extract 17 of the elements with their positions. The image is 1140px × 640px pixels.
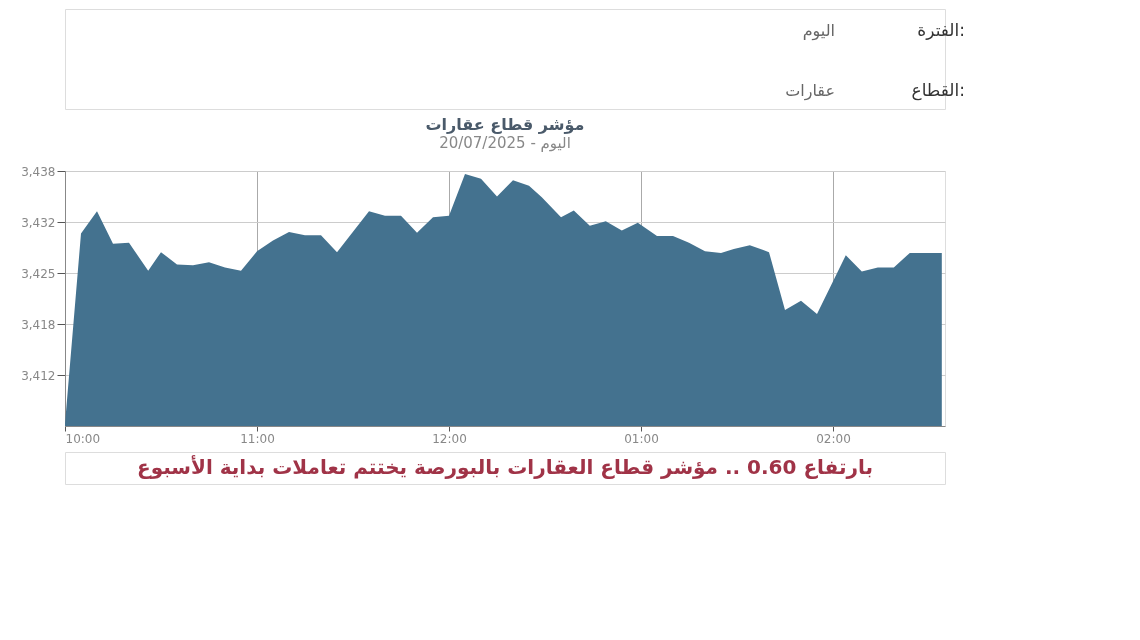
x-tick-label: 01:00 bbox=[624, 431, 659, 446]
y-tick-label: 3,432 bbox=[21, 215, 56, 230]
y-tick-label: 3,438 bbox=[21, 164, 56, 179]
text: الفترة: bbox=[917, 20, 965, 40]
y-tick-label: 3,425 bbox=[21, 266, 56, 281]
x-tick-label: 11:00 bbox=[240, 431, 275, 446]
x-tick-label: 10:00 bbox=[65, 431, 101, 446]
text: عقارات bbox=[785, 81, 835, 101]
x-tick-label: 02:00 bbox=[816, 431, 851, 446]
x-tick-label: 12:00 bbox=[432, 431, 467, 446]
chart-title: مؤشر قطاع عقارات bbox=[425, 115, 585, 134]
y-tick-label: 3,418 bbox=[21, 317, 56, 332]
chart-subtitle: اليوم - 20/07/2025 bbox=[439, 134, 571, 152]
text: القطاع: bbox=[911, 80, 965, 101]
text: اليوم bbox=[802, 21, 835, 41]
y-tick-label: 3,412 bbox=[21, 368, 56, 383]
text: بارتفاع 0.60 .. مؤشر قطاع العقارات بالبورصة يختتم تعاملات بداية الأسبوع bbox=[136, 454, 874, 479]
